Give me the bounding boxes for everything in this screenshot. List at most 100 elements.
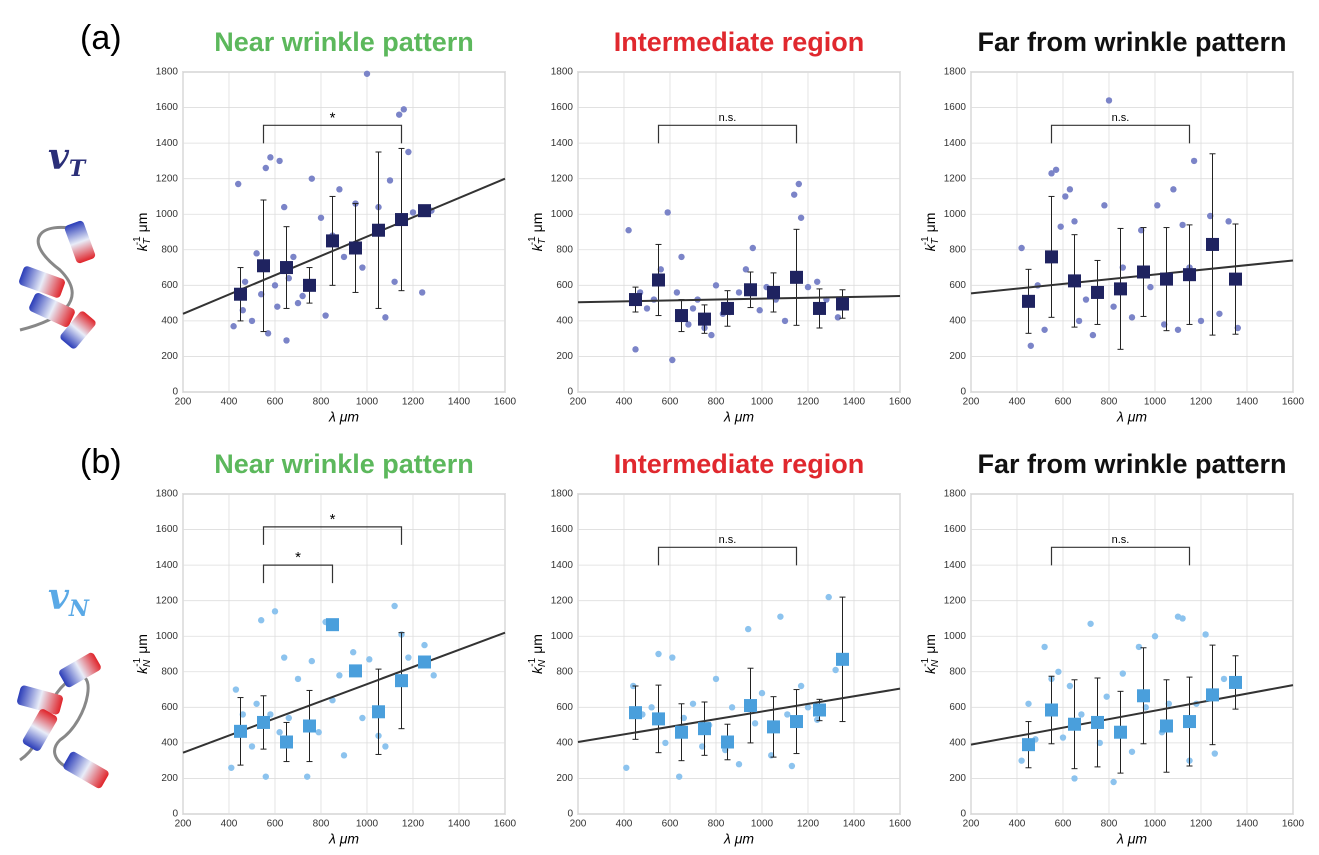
mean-marker <box>652 712 665 726</box>
x-tick-label: 1600 <box>889 819 912 830</box>
scatter-point <box>241 278 249 285</box>
scatter-point <box>230 323 237 330</box>
scatter-point <box>745 625 752 633</box>
mean-marker <box>1045 703 1058 717</box>
scatter-point <box>657 266 664 273</box>
x-tick-label: 1600 <box>494 819 517 830</box>
scatter-point <box>804 704 812 711</box>
y-tick-label: 0 <box>960 809 966 820</box>
scatter-point <box>1103 693 1110 700</box>
scatter-point <box>294 675 302 683</box>
scatter-point <box>1234 324 1242 332</box>
significance-label: n.s. <box>719 534 737 546</box>
scatter-point <box>409 209 417 216</box>
x-tick-label: 800 <box>1101 819 1118 830</box>
scatter-point <box>1225 218 1232 225</box>
plot-area <box>182 71 506 393</box>
scatter-point <box>276 729 283 736</box>
y-tick-label: 400 <box>949 738 966 749</box>
scatter-point <box>1052 166 1060 173</box>
mean-marker <box>698 722 711 736</box>
significance-bracket <box>657 124 798 144</box>
scatter-point <box>735 761 743 768</box>
scatter-point <box>1142 704 1150 711</box>
mean-marker <box>1229 675 1242 689</box>
x-tick-label: 200 <box>175 397 192 408</box>
x-tick-label: 1600 <box>889 397 912 408</box>
y-tick-label: 1400 <box>551 138 574 149</box>
y-label-sub: T <box>930 237 941 244</box>
scatter-point <box>795 180 802 188</box>
scatter-point <box>728 704 736 711</box>
x-tick-label: 600 <box>662 819 679 830</box>
scatter-point <box>274 303 281 310</box>
y-tick-label: 0 <box>960 387 966 398</box>
scatter-point <box>1018 757 1025 764</box>
scatter-point <box>1025 700 1032 707</box>
scatter-point <box>290 253 297 261</box>
x-tick-label: 600 <box>267 397 284 408</box>
y-tick-label: 1200 <box>944 595 967 606</box>
y-tick-label: 0 <box>172 387 178 398</box>
y-tick-label: 1400 <box>944 138 967 149</box>
y-tick-label: 1600 <box>944 524 967 535</box>
scatter-point <box>742 266 750 273</box>
significance-bracket <box>657 546 798 566</box>
mean-marker <box>1183 715 1196 729</box>
side-symbol: v <box>48 136 70 178</box>
mean-marker <box>790 715 803 729</box>
y-axis-label: kN-1 μm <box>527 634 548 674</box>
mean-marker <box>1045 250 1058 264</box>
scatter-point <box>363 70 371 77</box>
y-tick-label: 1600 <box>156 524 179 535</box>
scatter-point <box>1096 739 1104 747</box>
scatter-point <box>735 289 743 296</box>
y-tick-label: 1600 <box>551 102 574 113</box>
y-tick-label: 1200 <box>551 173 574 184</box>
scatter-point <box>1027 342 1035 349</box>
x-tick-label: 800 <box>708 397 725 408</box>
scatter-point <box>832 666 839 674</box>
scatter-point <box>834 314 842 321</box>
fit-line <box>970 259 1294 295</box>
scatter-point <box>400 106 407 113</box>
y-tick-label: 1600 <box>156 102 179 113</box>
mean-marker <box>349 664 362 678</box>
x-tick-label: 400 <box>616 397 633 408</box>
y-tick-label: 1800 <box>156 489 179 500</box>
x-tick-label: 1000 <box>1144 819 1167 830</box>
x-axis-label: λ μm <box>328 409 359 425</box>
x-tick-label: 200 <box>570 819 587 830</box>
scatter-point <box>1197 317 1205 325</box>
scatter-point <box>1154 202 1161 209</box>
panel-title: Intermediate region <box>614 449 865 479</box>
scatter-point <box>676 773 683 780</box>
scatter-point <box>248 317 256 325</box>
scatter-point <box>304 773 311 780</box>
y-label-unit: μm <box>134 634 150 654</box>
plot-area <box>970 493 1294 815</box>
x-tick-label: 200 <box>963 397 980 408</box>
y-tick-label: 1600 <box>551 524 574 535</box>
x-tick-label: 1000 <box>356 397 379 408</box>
scatter-point <box>814 716 821 723</box>
plot-area <box>970 71 1294 393</box>
mean-marker <box>1183 268 1196 282</box>
mean-marker <box>1022 294 1035 308</box>
x-tick-label: 1400 <box>843 819 866 830</box>
scatter-point <box>1211 750 1219 757</box>
panel: Intermediate region 200 400 600 800 1000 1200 1… <box>527 449 912 847</box>
y-tick-label: 600 <box>161 280 178 291</box>
y-label-main: k <box>529 243 545 251</box>
x-tick-label: 1400 <box>448 819 471 830</box>
scatter-point <box>1048 170 1055 177</box>
x-tick-label: 1000 <box>751 397 774 408</box>
scatter-point <box>1089 331 1097 339</box>
scatter-point <box>797 682 805 690</box>
scatter-point <box>788 762 796 770</box>
y-label-unit: μm <box>134 213 150 233</box>
scatter-point <box>814 278 821 285</box>
significance-bracket <box>262 526 403 545</box>
mean-marker <box>372 705 385 719</box>
